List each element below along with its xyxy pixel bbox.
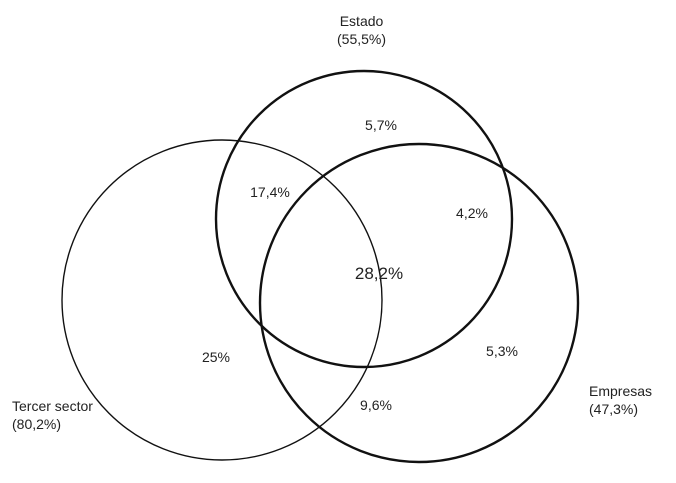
region-empresas-only: 5,3% — [486, 343, 518, 359]
empresas-label: Empresas (47,3%) — [589, 382, 652, 418]
region-estado-tercer: 17,4% — [250, 184, 290, 200]
region-estado-only: 5,7% — [365, 117, 397, 133]
region-tercer-empresas: 9,6% — [360, 397, 392, 413]
empresas-label-name: Empresas — [589, 383, 653, 399]
tercer-sector-label-pct: (80,2%) — [12, 416, 62, 432]
tercer-sector-circle — [61, 139, 383, 461]
region-estado-empresas: 4,2% — [456, 205, 488, 221]
estado-circle — [214, 69, 514, 369]
estado-label-pct: (55,5%) — [337, 31, 387, 47]
estado-label-name: Estado — [339, 13, 384, 29]
empresas-label-pct: (47,3%) — [589, 401, 639, 417]
region-all-three: 28,2% — [354, 264, 404, 283]
estado-label: Estado (55,5%) — [337, 12, 386, 48]
region-tercer-only: 25% — [201, 349, 231, 365]
empresas-circle — [258, 142, 580, 464]
tercer-sector-label: Tercer sector (80,2%) — [12, 397, 93, 433]
tercer-sector-label-name: Tercer sector — [12, 398, 93, 414]
